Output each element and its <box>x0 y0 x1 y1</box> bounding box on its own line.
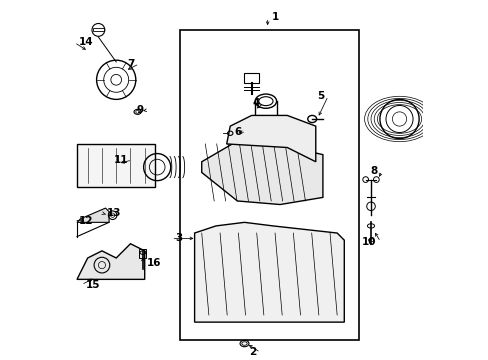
Text: 2: 2 <box>248 347 256 357</box>
Text: 1: 1 <box>271 13 279 22</box>
Text: 14: 14 <box>78 37 93 48</box>
Bar <box>93 28 103 31</box>
Text: 4: 4 <box>252 98 259 108</box>
Text: 10: 10 <box>361 237 376 247</box>
Text: 12: 12 <box>78 216 93 226</box>
Polygon shape <box>194 222 344 322</box>
Polygon shape <box>77 208 109 222</box>
Text: 15: 15 <box>85 280 100 290</box>
Bar <box>77 144 155 187</box>
Bar <box>180 30 358 340</box>
Text: 3: 3 <box>175 233 183 243</box>
Text: 13: 13 <box>107 208 122 219</box>
Polygon shape <box>226 116 315 162</box>
Bar <box>244 73 258 84</box>
Text: 9: 9 <box>136 105 143 115</box>
Text: 8: 8 <box>369 166 377 176</box>
Text: 6: 6 <box>234 127 242 137</box>
Text: 5: 5 <box>316 91 324 101</box>
Bar <box>139 249 146 258</box>
Polygon shape <box>202 137 322 204</box>
Text: 16: 16 <box>147 258 162 268</box>
Polygon shape <box>77 244 144 279</box>
Text: 11: 11 <box>113 155 128 165</box>
Text: 7: 7 <box>127 59 135 69</box>
